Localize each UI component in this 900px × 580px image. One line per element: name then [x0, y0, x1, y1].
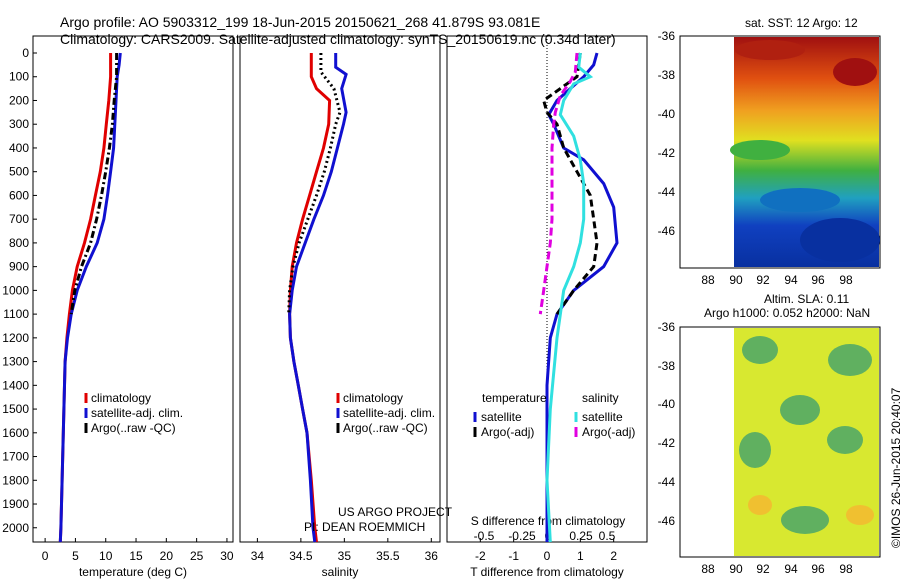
y-tick-label: 400 — [9, 141, 29, 155]
y-tick-label: 800 — [9, 236, 29, 250]
sst-map-title: sat. SST: 12 Argo: 12 — [745, 16, 858, 30]
y-tick-label: 1700 — [2, 450, 29, 464]
series-line — [545, 52, 594, 543]
y-tick-label: 1000 — [2, 283, 29, 297]
project-label: US ARGO PROJECT — [338, 505, 453, 519]
legend-label: Argo(-adj) — [582, 425, 635, 439]
y-tick-label: 1100 — [3, 307, 29, 321]
legend-label: satellite — [481, 410, 522, 424]
x-tick-label: 15 — [129, 549, 143, 563]
legend-header: salinity — [582, 391, 619, 405]
x-axis-label: salinity — [322, 565, 359, 579]
y-tick-label: 500 — [9, 165, 29, 179]
legend-label: satellite-adj. clim. — [343, 406, 435, 420]
x-tick-label: 0 — [42, 549, 49, 563]
profile-panel-2: 34 34.5 35 35.5 36 salinity climatologysatelli… — [239, 35, 441, 579]
y-tick-label: 1200 — [2, 331, 29, 345]
y-tick-label: 1500 — [2, 402, 29, 416]
legend-label: Argo(..raw -QC) — [343, 421, 428, 435]
x-tick-label: 34.5 — [289, 549, 313, 563]
y-tick-label: 600 — [9, 188, 29, 202]
x-tick-label: 36 — [425, 549, 439, 563]
x-axis-label: T difference from climatology — [470, 565, 624, 579]
x-axis-label: temperature (deg C) — [79, 565, 187, 579]
panel-frame — [239, 35, 441, 543]
x-tick-label: 2 — [610, 549, 617, 563]
y-tick-label: 1300 — [2, 355, 29, 369]
pi-label: PI: DEAN ROEMMICH — [304, 520, 426, 534]
x-tick-label: 10 — [99, 549, 113, 563]
legend-label: climatology — [91, 391, 151, 405]
y-tick-label: 1900 — [2, 497, 29, 511]
s-tick-label: -0.25 — [508, 529, 536, 543]
s-tick-label: 0.5 — [599, 529, 616, 543]
legend-header: temperature — [482, 391, 547, 405]
series-line — [541, 52, 599, 315]
x-tick-label: 30 — [220, 549, 234, 563]
x-tick-label: 35.5 — [376, 549, 400, 563]
x-tick-label: 25 — [190, 549, 204, 563]
profile-panel-1: 0 5 10 15 20 25 30 temperature (deg C) 0 100 200 30… — [2, 35, 234, 579]
panel-frame — [32, 35, 234, 543]
climatology-subtitle: Climatology: CARS2009. Satellite-adjuste… — [60, 31, 616, 47]
x-tick-label: -2 — [475, 549, 486, 563]
y-tick-label: 1800 — [2, 473, 29, 487]
series-line — [287, 53, 342, 315]
y-tick-label: 900 — [9, 260, 29, 274]
series-line — [58, 52, 122, 543]
x-tick-label: 0 — [544, 549, 551, 563]
series-line — [538, 52, 579, 315]
series-line — [288, 53, 348, 543]
sla-map-title-2: Argo h1000: 0.052 h2000: NaN — [704, 306, 871, 320]
x-tick-label: 35 — [338, 549, 352, 563]
series-line — [69, 53, 119, 315]
x-tick-label: 20 — [160, 549, 174, 563]
y-tick-label: 100 — [9, 70, 29, 84]
y-tick-label: 1400 — [2, 378, 29, 392]
x-tick-label: 5 — [72, 549, 79, 563]
legend-label: climatology — [343, 391, 403, 405]
x-tick-label: -1 — [508, 549, 519, 563]
s-tick-label: -0.5 — [474, 529, 495, 543]
s-tick-label: 0.25 — [569, 529, 593, 543]
y-tick-label: 1600 — [2, 426, 29, 440]
y-tick-label: 300 — [9, 117, 29, 131]
x-tick-label: 34 — [251, 549, 265, 563]
legend: temperature salinitysatelliteArgo(-adj)sa… — [473, 391, 635, 439]
legend-label: satellite — [582, 410, 623, 424]
y-tick-label: 2000 — [2, 521, 29, 535]
y-tick-label: 700 — [9, 212, 29, 226]
x-tick-label: 1 — [577, 549, 584, 563]
profile-title: Argo profile: AO 5903312_199 18-Jun-2015… — [60, 14, 541, 30]
series-line — [58, 53, 113, 543]
y-tick-label: 200 — [9, 93, 29, 107]
legend-label: satellite-adj. clim. — [91, 406, 183, 420]
sla-map-title-1: Altim. SLA: 0.11 — [764, 292, 850, 306]
y-tick-label: 0 — [22, 46, 29, 60]
legend-label: Argo(-adj) — [481, 425, 534, 439]
legend-label: Argo(..raw -QC) — [91, 421, 176, 435]
imos-stamp: ©IMOS 26-Jun-2015 20:40:07 — [889, 387, 900, 548]
